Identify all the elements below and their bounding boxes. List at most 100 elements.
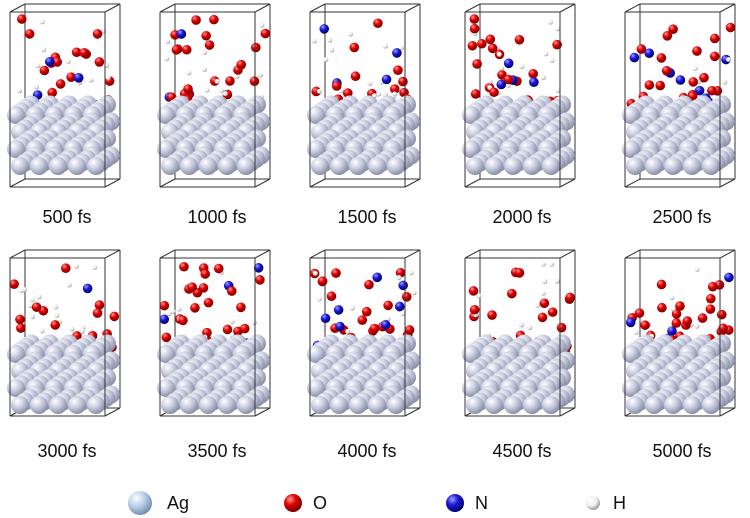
atom-o [373, 18, 383, 29]
atom-h [88, 77, 94, 83]
atom-ag [523, 396, 541, 414]
atom-o [47, 87, 57, 98]
cell-edge [464, 249, 481, 259]
atom-o [226, 286, 237, 296]
atom-n [644, 48, 655, 58]
atom-ag [11, 157, 29, 175]
atom-o [507, 288, 517, 299]
atom-o [203, 297, 214, 308]
legend-swatch [128, 491, 152, 515]
atom-o [705, 293, 716, 304]
atom-o [364, 279, 374, 290]
atom-o [369, 323, 380, 334]
cell-edge [159, 3, 176, 13]
atom-n [392, 48, 402, 58]
atom-o [92, 308, 103, 318]
atom-o [640, 320, 650, 330]
atom-o [61, 263, 71, 274]
atom-ag [180, 396, 198, 414]
atom-o [528, 69, 538, 79]
atom-h [176, 306, 182, 312]
atom-h [519, 64, 525, 70]
atom-o [9, 279, 19, 290]
atom-o [469, 304, 480, 315]
atom-h [39, 19, 45, 25]
atom-o [477, 38, 487, 49]
atom-ag [462, 140, 480, 158]
legend-swatch [284, 494, 302, 512]
atom-o [383, 300, 393, 311]
snapshot: 1500 fs [307, 3, 421, 227]
atom-h [35, 63, 41, 69]
atom-o [537, 312, 548, 323]
atom-ag [542, 396, 560, 414]
cell-edge [559, 249, 576, 259]
atom-ag [161, 157, 179, 175]
atom-ag [462, 379, 480, 397]
atom-o [668, 24, 678, 35]
atom-o [565, 292, 575, 303]
atom-h [219, 87, 225, 93]
atom-ag [645, 157, 663, 175]
atom-h [543, 51, 549, 57]
atom-o [39, 65, 50, 76]
atom-o [317, 276, 328, 286]
atom-ag [466, 157, 484, 175]
atom-o [707, 85, 717, 96]
snapshot: 2500 fs [622, 3, 736, 227]
atom-o [198, 283, 209, 293]
atom-h [669, 295, 675, 301]
cell-edge [159, 178, 176, 188]
atom-ag [485, 157, 503, 175]
atom-o [514, 268, 525, 278]
atom-o [161, 332, 172, 343]
atom-ag [237, 396, 255, 414]
atom-n [320, 313, 331, 324]
atom-o [249, 76, 260, 87]
atom-n [253, 263, 264, 273]
atom-o [24, 29, 35, 39]
snapshot-label: 3000 fs [37, 441, 96, 461]
atom-h [549, 58, 555, 64]
atom-o [331, 81, 342, 91]
atom-ag [218, 157, 236, 175]
atom-o [178, 315, 188, 326]
cell-edge [719, 249, 736, 259]
atom-h [542, 278, 548, 284]
snapshot: 4000 fs [307, 249, 421, 461]
atom-ag [157, 345, 175, 363]
atom-o [718, 323, 728, 334]
atom-o [662, 31, 673, 41]
atom-n [629, 52, 640, 63]
atom-o [349, 42, 360, 53]
atom-n [503, 58, 514, 69]
atom-o [251, 42, 261, 53]
atom-h [36, 294, 42, 300]
cell-edge [104, 407, 121, 417]
atom-ag [523, 157, 541, 175]
cell-edge [309, 249, 326, 259]
atom-h [214, 78, 220, 84]
atom-ag [462, 345, 480, 363]
atom-o [190, 303, 200, 313]
atom-h [166, 311, 172, 317]
atom-ag [180, 157, 198, 175]
cell-edge [464, 3, 481, 13]
atom-o [487, 310, 497, 320]
atom-o [222, 324, 233, 335]
atom-o [209, 14, 219, 25]
atom-h [535, 302, 541, 308]
atom-o [634, 308, 645, 318]
atom-o [255, 275, 265, 285]
atom-ag [466, 396, 484, 414]
snapshot-label: 4000 fs [337, 441, 396, 461]
cell-edge [404, 249, 421, 259]
legend: Ag O N H [128, 491, 626, 515]
atom-h [329, 47, 335, 53]
atom-o [171, 45, 182, 55]
atom-ag [485, 396, 503, 414]
atom-n [496, 79, 507, 90]
atom-o [389, 84, 400, 94]
atom-h [527, 325, 533, 331]
atom-ag [199, 396, 217, 414]
